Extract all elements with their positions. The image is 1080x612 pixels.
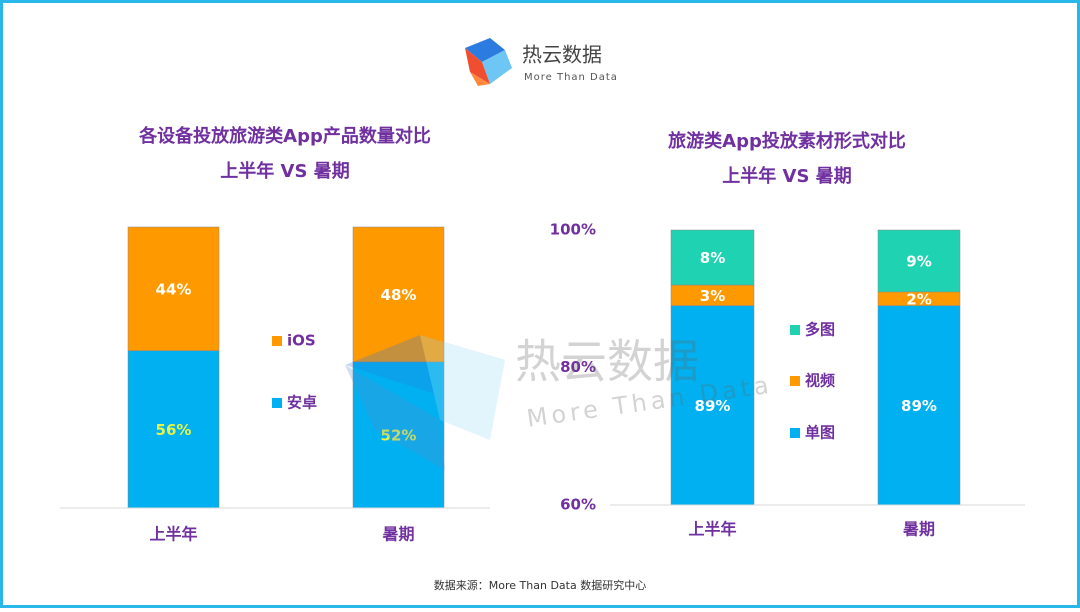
value-label: 2% [906,290,931,308]
chart-title: 旅游类App投放素材形式对比 [668,130,906,152]
x-tick-label: 上半年 [149,525,197,544]
value-label: 9% [906,252,931,270]
legend-label: 安卓 [287,394,317,412]
chart-subtitle: 上半年 VS 暑期 [722,165,851,187]
x-tick-label: 上半年 [688,520,736,539]
legend-swatch [272,336,282,346]
legend-swatch [790,376,800,386]
x-tick-label: 暑期 [902,520,935,539]
y-tick-label: 80% [560,358,596,376]
bar-segment [127,226,220,351]
bar-segment [670,229,755,286]
value-label: 3% [700,287,725,305]
watermark-brand: 热云数据 [515,335,699,389]
legend-swatch [272,398,282,408]
bar-segment [670,305,755,506]
value-label: 48% [381,286,417,304]
watermark-shape [420,335,505,440]
bar-segment [127,350,220,509]
y-tick-label: 60% [560,496,596,514]
legend-swatch [790,428,800,438]
chart-title: 各设备投放旅游类App产品数量对比 [138,125,431,147]
watermark-shape [345,335,505,405]
legend-label: 单图 [805,424,835,442]
y-tick-label: 100% [550,221,596,239]
footer: 数据来源：More Than Data 数据研究中心 [434,578,646,592]
logo [465,38,512,86]
watermark-shape [345,365,445,470]
legend-label: iOS [287,332,316,350]
value-label: 56% [156,421,192,439]
value-label: 44% [156,280,192,298]
legend-label: 视频 [805,372,835,390]
legend-swatch [790,325,800,335]
x-tick-label: 暑期 [381,525,414,544]
brand: 热云数据 [522,43,602,67]
value-label: 8% [700,249,725,267]
value-label: 52% [381,426,417,444]
value-label: 89% [695,397,731,415]
value-label: 89% [901,397,937,415]
bar-segment [352,226,445,363]
chart-subtitle: 上半年 VS 暑期 [220,160,349,182]
bar-segment [877,305,961,506]
bar-segment [877,229,961,293]
legend-label: 多图 [805,321,835,339]
tagline: More Than Data [524,72,618,83]
